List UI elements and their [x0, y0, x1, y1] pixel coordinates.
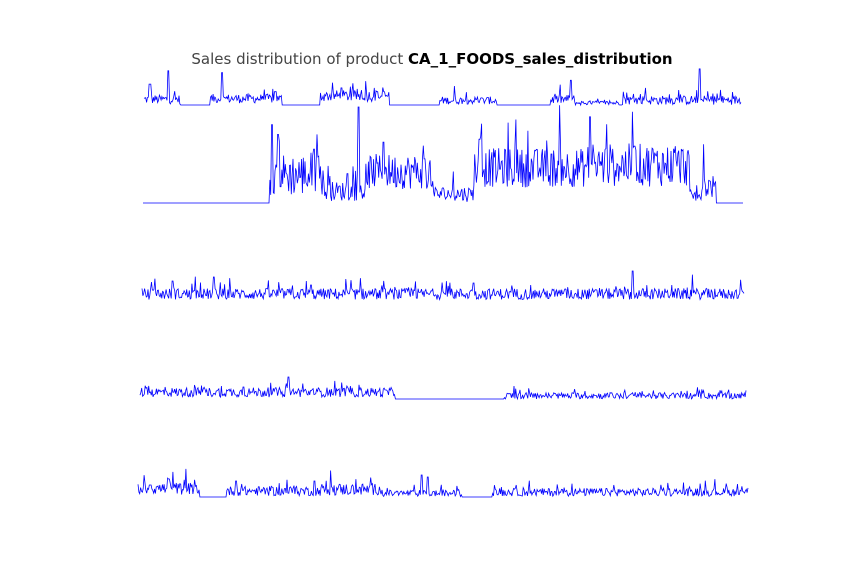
chart-title-product: CA_1_FOODS_sales_distribution	[408, 50, 673, 68]
series-line-4	[139, 376, 747, 401]
series-line-3	[141, 270, 745, 301]
chart-title-prefix: Sales distribution of product	[191, 50, 404, 68]
series-line-5	[137, 468, 749, 498]
series-line-1	[143, 68, 742, 107]
chart-title: Sales distribution of product CA_1_FOODS…	[0, 50, 864, 68]
series-line-2	[143, 105, 743, 204]
